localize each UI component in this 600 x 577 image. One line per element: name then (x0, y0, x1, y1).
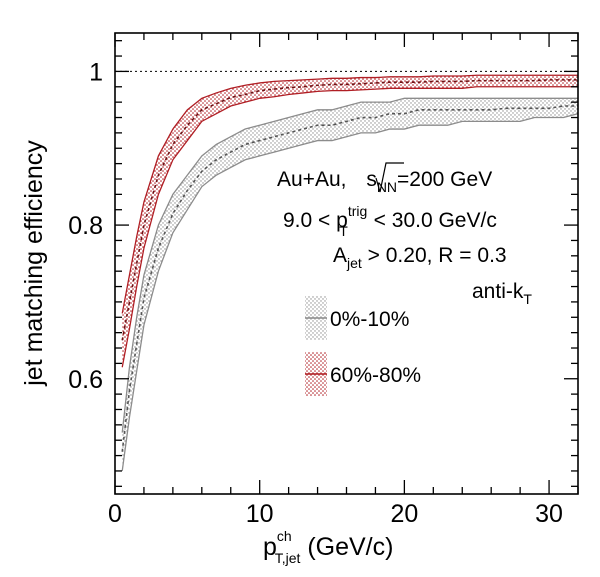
band-upper-0-10 (121, 97, 578, 433)
y-tick-labels: 0.6 0.8 1 (68, 58, 103, 393)
y-tick-label: 0.8 (68, 212, 103, 240)
annotation-algorithm: anti-kT (472, 280, 532, 307)
legend-label-60-80: 60%-80% (330, 364, 421, 387)
y-tick-label: 1 (89, 58, 103, 86)
y-tick-label: 0.6 (68, 366, 103, 394)
band-upper-60-80 (121, 74, 578, 314)
band-lower-60-80 (121, 86, 578, 368)
tick-layer (114, 33, 579, 494)
annotation-area-cut: Ajet > 0.20, R = 0.3 (333, 244, 507, 271)
legend-label-0-10: 0%-10% (330, 308, 409, 331)
y-axis-title: jet matching efficiency (20, 140, 48, 387)
band-lower-0-10 (121, 113, 578, 472)
series-layer (121, 74, 578, 472)
x-tick-labels: 0 10 20 30 (108, 500, 563, 528)
mean-line-60-80 (121, 79, 578, 341)
x-axis-title: pch T,jet (GeV/c) (263, 528, 393, 566)
mean-line-0-10 (121, 105, 578, 452)
x-tick-label: 30 (535, 500, 563, 528)
legend: 0%-10% 60%-80% (305, 296, 421, 396)
x-tick-label: 10 (246, 500, 274, 528)
sqrt-sign (375, 162, 404, 193)
x-tick-label: 20 (390, 500, 418, 528)
annotation-trigger-range: 9.0 < ptrig T < 30.0 GeV/c (283, 203, 497, 239)
x-tick-label: 0 (108, 500, 122, 528)
